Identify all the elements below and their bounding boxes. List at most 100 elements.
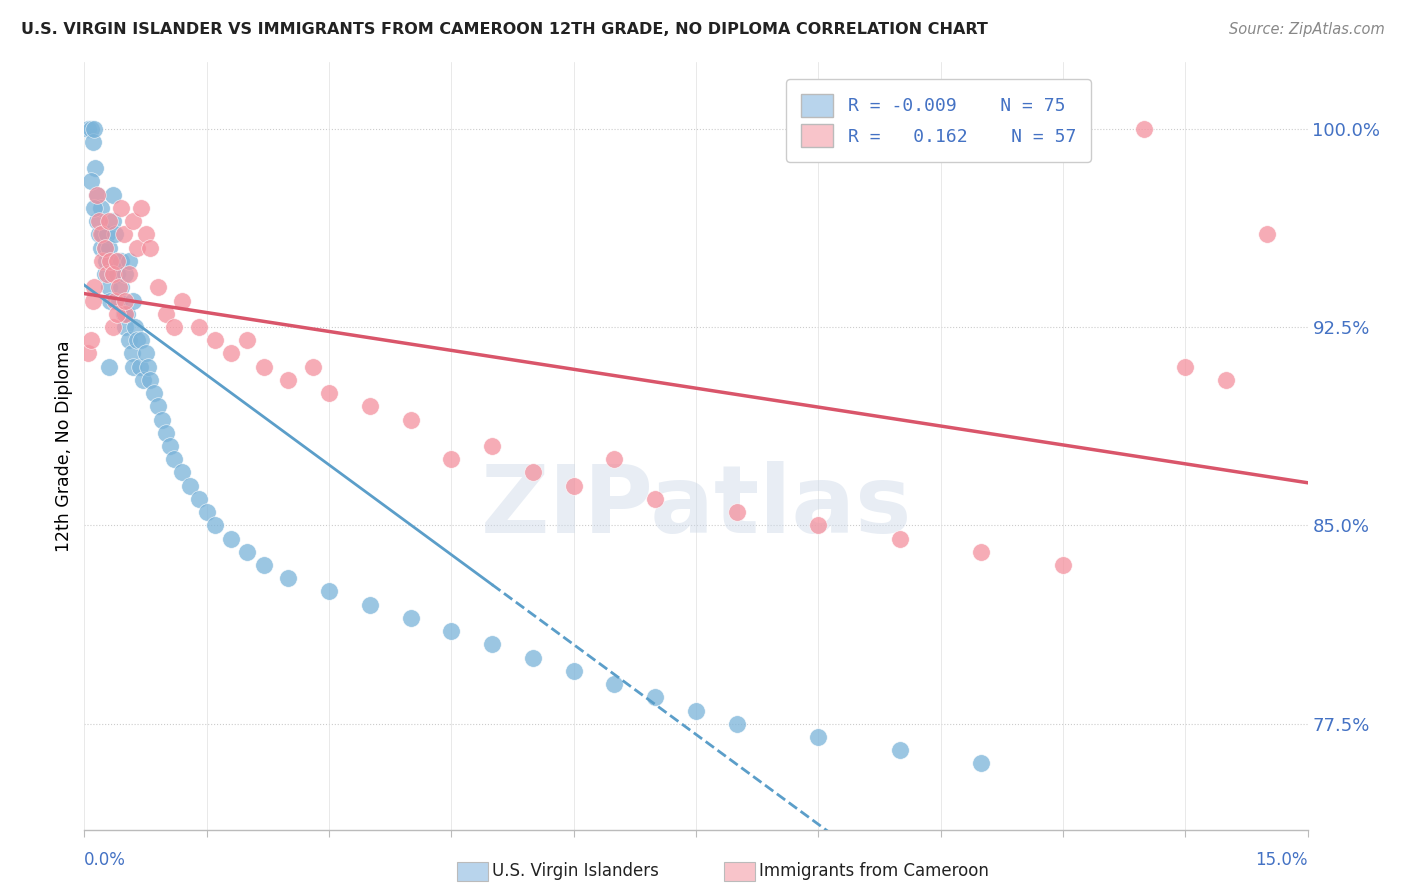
Point: [87, 214, 110, 228]
Point: [685, 704, 707, 718]
Point: [100, 293, 122, 308]
Point: [440, 452, 463, 467]
Point: [124, 320, 146, 334]
Point: [80, 174, 103, 188]
Point: [195, 505, 218, 519]
Point: [82, 293, 104, 308]
Point: [146, 280, 169, 294]
Point: [150, 412, 173, 426]
Point: [301, 359, 323, 374]
Point: [96, 253, 118, 268]
Point: [219, 346, 242, 360]
Point: [77, 346, 100, 360]
Point: [105, 253, 128, 268]
Point: [131, 201, 153, 215]
Point: [136, 359, 159, 374]
Point: [1256, 227, 1278, 242]
Point: [110, 201, 132, 215]
Point: [105, 267, 128, 281]
Point: [132, 373, 155, 387]
Point: [97, 280, 120, 294]
Point: [204, 518, 226, 533]
Text: Source: ZipAtlas.com: Source: ZipAtlas.com: [1229, 22, 1385, 37]
Point: [91, 227, 114, 242]
Legend: R = -0.009    N = 75, R =   0.162    N = 57: R = -0.009 N = 75, R = 0.162 N = 57: [786, 79, 1091, 161]
Point: [118, 333, 141, 347]
Point: [107, 293, 129, 308]
Point: [440, 624, 463, 639]
Point: [93, 267, 115, 281]
Point: [644, 690, 666, 705]
Point: [122, 214, 145, 228]
Point: [115, 307, 138, 321]
Point: [90, 201, 112, 215]
Point: [127, 241, 149, 255]
Point: [603, 452, 626, 467]
Point: [101, 267, 124, 281]
Point: [644, 491, 666, 506]
Point: [562, 478, 585, 492]
Point: [86, 214, 108, 228]
Point: [219, 532, 242, 546]
Point: [142, 386, 165, 401]
Point: [86, 187, 108, 202]
Text: Immigrants from Cameroon: Immigrants from Cameroon: [759, 863, 988, 880]
Point: [104, 227, 127, 242]
Point: [112, 307, 135, 321]
Point: [107, 280, 129, 294]
Point: [93, 241, 115, 255]
Point: [236, 545, 259, 559]
Point: [1133, 121, 1156, 136]
Point: [105, 307, 128, 321]
Point: [86, 187, 108, 202]
Point: [522, 650, 544, 665]
Point: [187, 320, 209, 334]
Point: [522, 466, 544, 480]
Point: [318, 584, 340, 599]
Point: [122, 359, 145, 374]
Point: [96, 227, 118, 242]
Text: U.S. Virgin Islanders: U.S. Virgin Islanders: [492, 863, 659, 880]
Point: [77, 121, 100, 136]
Point: [101, 320, 124, 334]
Text: 0.0%: 0.0%: [84, 851, 127, 869]
Point: [128, 359, 150, 374]
Text: U.S. VIRGIN ISLANDER VS IMMIGRANTS FROM CAMEROON 12TH GRADE, NO DIPLOMA CORRELAT: U.S. VIRGIN ISLANDER VS IMMIGRANTS FROM …: [21, 22, 988, 37]
Point: [172, 466, 194, 480]
Point: [118, 253, 141, 268]
Point: [87, 227, 110, 242]
Point: [135, 227, 157, 242]
Point: [179, 478, 201, 492]
Point: [253, 359, 276, 374]
Point: [114, 293, 136, 308]
Point: [118, 267, 141, 281]
Point: [80, 333, 103, 347]
Point: [82, 135, 104, 149]
Point: [562, 664, 585, 678]
Point: [187, 491, 209, 506]
Point: [100, 253, 122, 268]
Point: [114, 307, 136, 321]
Text: 15.0%: 15.0%: [1256, 851, 1308, 869]
Point: [90, 227, 112, 242]
Point: [105, 253, 128, 268]
Point: [359, 598, 381, 612]
Point: [101, 187, 124, 202]
Point: [127, 333, 149, 347]
Text: ZIPatlas: ZIPatlas: [481, 461, 911, 553]
Point: [204, 333, 226, 347]
Point: [481, 439, 503, 453]
Point: [114, 320, 136, 334]
Point: [318, 386, 340, 401]
Point: [1052, 558, 1074, 572]
Point: [101, 214, 124, 228]
Point: [110, 280, 132, 294]
Y-axis label: 12th Grade, No Diploma: 12th Grade, No Diploma: [55, 340, 73, 552]
Point: [146, 400, 169, 414]
Point: [122, 293, 145, 308]
Point: [970, 756, 993, 771]
Point: [90, 241, 112, 255]
Point: [603, 677, 626, 691]
Point: [725, 716, 748, 731]
Point: [114, 267, 136, 281]
